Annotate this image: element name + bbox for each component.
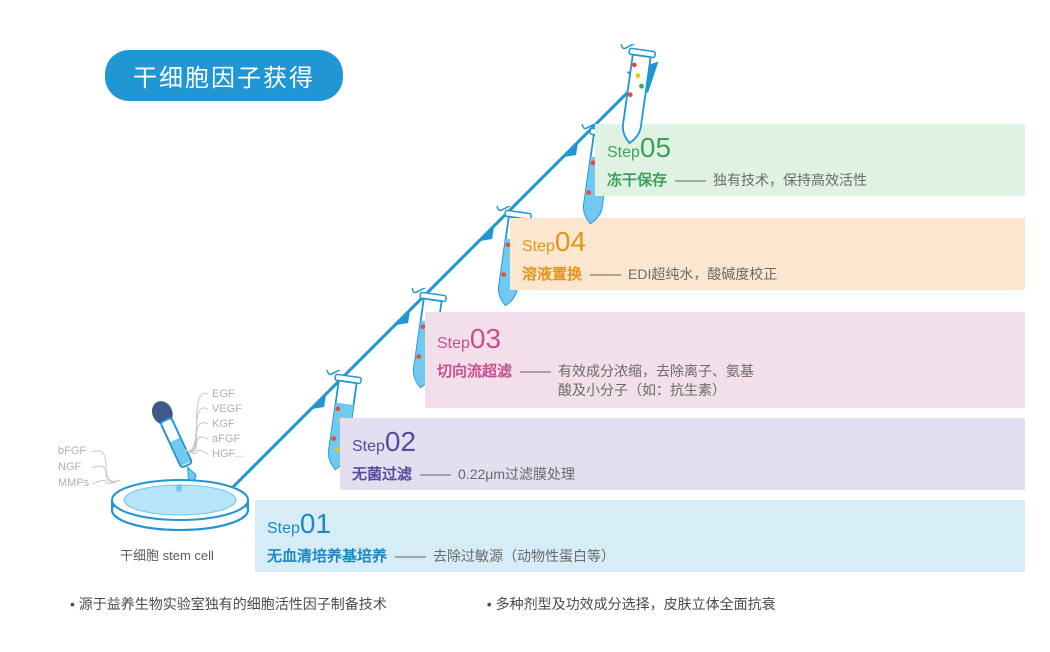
factor-label: VEGF [212,403,242,415]
bullet-1: 源于益养生物实验室独有的细胞活性因子制备技术 [70,594,387,614]
step-desc: EDI超纯水，酸碱度校正 [628,265,777,284]
step-desc: 独有技术，保持高效活性 [713,171,867,190]
footer-bullets: 源于益养生物实验室独有的细胞活性因子制备技术 多种剂型及功效成分选择，皮肤立体全… [70,594,1010,614]
step-bar-02: Step02 无菌过滤 —— 0.22μm过滤膜处理 [340,418,1025,490]
bullet-2: 多种剂型及功效成分选择，皮肤立体全面抗衰 [487,594,776,614]
step-title: 冻干保存 [607,171,667,191]
dish-caption: 干细胞 stem cell [120,545,214,564]
factor-label: KGF [212,418,235,430]
step-desc: 去除过敏源（动物性蛋白等） [433,547,615,566]
step-title: 溶液置换 [522,265,582,285]
step-bar-03: Step03 切向流超滤 —— 有效成分浓缩，去除离子、氨基酸及小分子（如：抗生… [425,312,1025,408]
factor-label: bFGF [58,445,86,457]
factor-label: HGF... [212,448,243,460]
factor-label: NGF [58,461,81,473]
petri-dish [95,400,265,540]
factor-label: EGF [212,388,235,400]
tube-icon [614,44,664,164]
step-bar-01: Step01 无血清培养基培养 —— 去除过敏源（动物性蛋白等） [255,500,1025,572]
step-desc: 有效成分浓缩，去除离子、氨基酸及小分子（如：抗生素） [558,362,754,400]
factor-label: MMPs [58,477,89,489]
step-title: 切向流超滤 [437,362,512,382]
step-title: 无菌过滤 [352,465,412,485]
step-title: 无血清培养基培养 [267,547,387,567]
factor-label: aFGF [212,433,240,445]
step-desc: 0.22μm过滤膜处理 [458,465,575,484]
